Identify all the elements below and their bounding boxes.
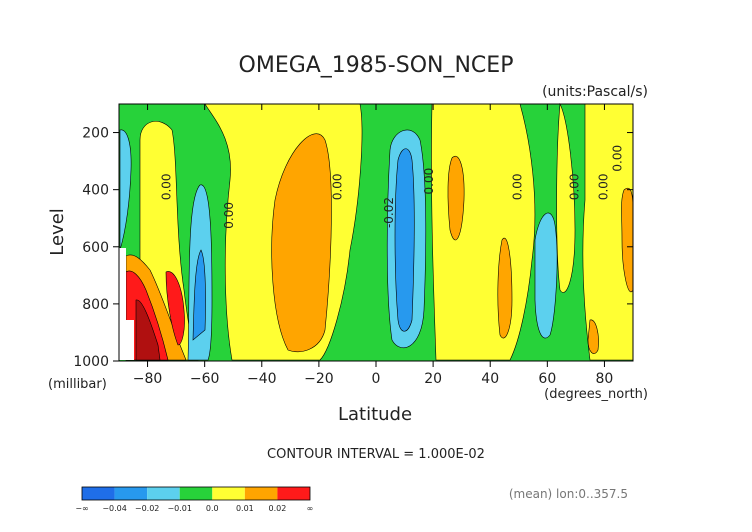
contour-region-orange [621,187,634,293]
contour-label: 0.00 [222,202,236,229]
colorbar-swatch [212,487,245,500]
contour-label: 0.00 [331,173,345,200]
x-tick-label: 40 [481,371,499,387]
colorbar-label: −∞ [75,504,88,513]
y-axis-label: Level [47,208,68,256]
y-tick-label: 200 [82,126,109,142]
contour-region-darkred [135,299,161,361]
colorbar-swatch [82,487,115,500]
x-axis-label: Latitude [338,404,412,425]
colorbar: −∞ −0.04 −0.02 −0.01 0.0 0.01 0.02 ∞ [75,486,314,513]
y-tick-label: 800 [82,297,109,313]
units-label: (units:Pascal/s) [542,84,648,100]
contour-plot: 0.000.000.00-0.020.00 0.00 0.00 0.000.00 [118,102,634,362]
colorbar-label: −0.02 [135,504,160,513]
contour-region-cyan [119,129,132,251]
contour-label: 0.00 [511,173,525,200]
contour-region-yellow [582,103,634,361]
y-axis: 200 400 600 800 1000 [73,126,633,370]
colorbar-label: 0.02 [269,504,287,513]
contour-label: 0.00 [611,145,625,172]
x-axis: −80 −60 −40 −20 0 20 40 60 80 [133,104,614,387]
contour-label: 0.00 [596,173,610,200]
contour-region-yellow [556,102,576,293]
contour-labels: 0.000.000.00-0.020.00 0.00 0.00 0.000.00 [159,145,624,229]
y-tick-label: 1000 [73,354,109,370]
missing-data-block [126,320,134,360]
colorbar-frame [81,486,311,501]
x-tick-label: 0 [372,371,381,387]
chart-title: OMEGA_1985-SON_NCEP [239,53,514,78]
x-tick-label: 60 [538,371,556,387]
x-axis-unit: (degrees_north) [544,387,648,402]
contour-label: 0.00 [422,168,436,195]
x-tick-label: −80 [133,371,163,387]
contour-interval-label: CONTOUR INTERVAL = 1.000E-02 [267,447,485,462]
x-tick-label: 20 [424,371,442,387]
contour-region-orange [497,237,513,339]
contour-region-yellow [431,103,536,361]
contour-region-orange [271,133,332,353]
x-tick-label: −60 [190,371,220,387]
contour-label: 0.00 [568,173,582,200]
colorbar-label: 0.01 [236,504,254,513]
x-tick-label: 80 [596,371,614,387]
colorbar-label: ∞ [307,504,314,513]
x-tick-label: −20 [304,371,334,387]
colorbar-label: −0.01 [167,504,192,513]
colorbar-swatch [147,487,180,500]
colorbar-swatch [277,487,310,500]
colorbar-label: −0.04 [102,504,127,513]
contour-region-orange [447,155,465,241]
footer-note: (mean) lon:0..357.5 [509,487,628,501]
y-tick-label: 600 [82,240,109,256]
colorbar-swatch [114,487,148,500]
contour-label: 0.00 [159,173,173,200]
contour-region-blue [192,249,206,341]
y-tick-label: 400 [82,183,109,199]
contour-label: -0.02 [382,197,396,228]
colorbar-label: 0.0 [206,504,219,513]
colorbar-swatch [179,487,213,500]
contour-region-orange [587,319,599,354]
y-axis-unit: (millibar) [48,377,107,392]
x-tick-label: −40 [247,371,277,387]
colorbar-swatch [244,487,278,500]
contour-region-cyan [534,212,558,339]
contour-region-blue [394,148,415,332]
missing-data-block [119,248,126,360]
contour-region-red [165,271,185,346]
